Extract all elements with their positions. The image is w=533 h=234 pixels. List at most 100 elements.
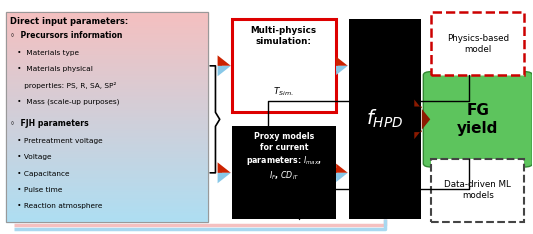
Bar (6, 156, 208, 157)
Bar (232, 19, 336, 112)
Polygon shape (217, 55, 231, 66)
Bar (6, 31, 208, 32)
Text: •  Materials type: • Materials type (10, 50, 79, 55)
Bar (6, 170, 208, 172)
Bar (6, 130, 208, 131)
Bar (6, 157, 208, 158)
Bar (6, 137, 208, 138)
Bar (6, 113, 208, 114)
Text: •  Mass (scale-up purposes): • Mass (scale-up purposes) (10, 98, 120, 105)
Bar (6, 169, 208, 170)
Bar (6, 177, 208, 178)
Bar (6, 117, 208, 118)
Bar (6, 212, 208, 213)
Text: Direct input parameters:: Direct input parameters: (10, 17, 128, 26)
Bar (6, 35, 208, 37)
Text: ◦  FJH parameters: ◦ FJH parameters (10, 119, 89, 128)
Bar (6, 172, 208, 174)
Bar (6, 22, 208, 23)
Bar (6, 189, 208, 190)
Bar (6, 64, 208, 65)
Bar (6, 34, 208, 35)
Bar (6, 133, 208, 134)
Text: properties: PS, R, SA, SP²: properties: PS, R, SA, SP² (10, 82, 117, 89)
Bar (6, 99, 208, 100)
Bar (6, 179, 208, 180)
Bar (6, 12, 208, 222)
Bar (6, 44, 208, 45)
Bar (6, 209, 208, 210)
Bar (6, 162, 208, 163)
Bar (6, 69, 208, 70)
Bar (6, 82, 208, 84)
Bar (6, 32, 208, 33)
Bar (6, 155, 208, 156)
Bar (6, 48, 208, 49)
Bar (232, 126, 336, 219)
Bar (6, 160, 208, 161)
Bar (6, 76, 208, 77)
Bar (6, 221, 208, 222)
Bar (6, 57, 208, 58)
Bar (6, 206, 208, 207)
Bar (6, 134, 208, 135)
Bar (6, 208, 208, 209)
Bar (6, 147, 208, 148)
Bar (6, 55, 208, 56)
Bar (6, 124, 208, 125)
Text: ◦  Precursors information: ◦ Precursors information (10, 31, 123, 40)
Bar (6, 93, 208, 94)
Bar (6, 142, 208, 143)
Bar (6, 81, 208, 82)
Bar (6, 53, 208, 54)
Bar (6, 88, 208, 89)
Bar (6, 47, 208, 48)
Bar (6, 90, 208, 91)
Polygon shape (414, 99, 430, 139)
Polygon shape (217, 167, 222, 173)
Bar (6, 204, 208, 205)
Bar (6, 144, 208, 145)
Bar (6, 103, 208, 104)
Bar (349, 19, 421, 219)
Bar (6, 97, 208, 98)
Bar (6, 71, 208, 72)
Bar (6, 73, 208, 74)
Bar (6, 210, 208, 211)
Bar (6, 20, 208, 21)
Bar (6, 28, 208, 29)
Bar (6, 167, 208, 168)
Bar (6, 66, 208, 67)
Bar (6, 184, 208, 185)
Bar (6, 101, 208, 102)
Bar (6, 178, 208, 179)
Bar (6, 211, 208, 212)
Bar (6, 192, 208, 194)
Bar (6, 164, 208, 165)
Bar (6, 37, 208, 39)
Bar (6, 190, 208, 191)
Bar (6, 100, 208, 101)
Bar (6, 84, 208, 86)
Bar (6, 161, 208, 162)
Bar (6, 111, 208, 112)
Bar (6, 138, 208, 139)
Bar (6, 56, 208, 57)
Bar (6, 51, 208, 52)
Bar (6, 185, 208, 186)
Bar (6, 141, 208, 142)
Bar (6, 15, 208, 17)
Bar (6, 72, 208, 73)
Bar (6, 135, 208, 136)
Bar (6, 98, 208, 99)
Bar (6, 27, 208, 28)
Text: $T_{Sim.}$: $T_{Sim.}$ (273, 86, 294, 98)
Text: Proxy models
for current
parameters: $I_{max}$,
$I_F$, $CD_{IT}$: Proxy models for current parameters: $I_… (246, 132, 322, 182)
Bar (6, 140, 208, 141)
Text: Multi-physics
simulation:: Multi-physics simulation: (251, 26, 317, 46)
Bar (6, 114, 208, 115)
Bar (6, 159, 208, 160)
Polygon shape (217, 66, 231, 76)
Bar (6, 74, 208, 75)
Bar (6, 42, 208, 43)
